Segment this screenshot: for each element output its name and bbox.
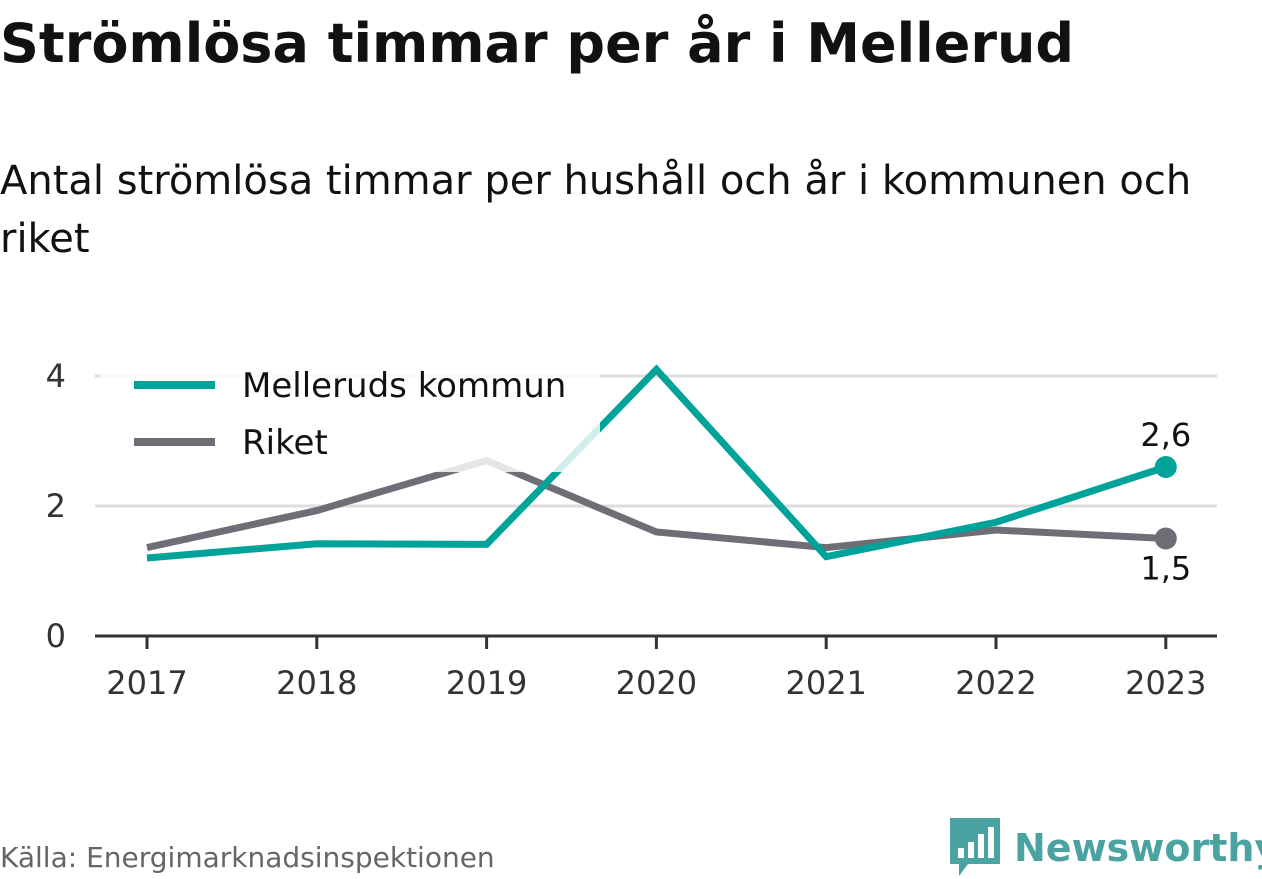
x-tick-label: 2023 bbox=[1125, 664, 1206, 702]
legend-label: Melleruds kommun bbox=[242, 366, 566, 406]
bar-chart-speech-bubble-icon bbox=[950, 818, 1000, 876]
newsworthy-brand: Newsworthy bbox=[950, 818, 1262, 878]
x-tick-label: 2019 bbox=[446, 664, 527, 702]
data-label: 2,6 bbox=[1140, 416, 1191, 454]
x-tick-label: 2020 bbox=[616, 664, 697, 702]
chart-subtitle: Antal strömlösa timmar per hushåll och å… bbox=[0, 158, 1192, 262]
series-end-point bbox=[1154, 456, 1177, 478]
chart-title: Strömlösa timmar per år i Mellerud bbox=[0, 12, 1075, 75]
y-tick-label: 2 bbox=[46, 487, 66, 525]
brand-name: Newsworthy bbox=[1014, 826, 1262, 870]
y-tick-label: 0 bbox=[46, 617, 66, 655]
x-tick-label: 2021 bbox=[785, 664, 866, 702]
x-tick-label: 2022 bbox=[955, 664, 1036, 702]
series-line-riket bbox=[146, 456, 1166, 552]
series-line-melleruds-kommun bbox=[146, 364, 1167, 562]
x-tick-label: 2018 bbox=[276, 664, 357, 702]
legend-backdrop bbox=[100, 352, 600, 472]
source-note: Källa: Energimarknadsinspektionen bbox=[0, 841, 495, 874]
x-tick-label: 2017 bbox=[106, 664, 187, 702]
series-end-point bbox=[1154, 527, 1177, 550]
legend-label: Riket bbox=[242, 423, 328, 463]
data-label: 1,5 bbox=[1140, 550, 1191, 588]
y-tick-label: 4 bbox=[46, 357, 66, 395]
